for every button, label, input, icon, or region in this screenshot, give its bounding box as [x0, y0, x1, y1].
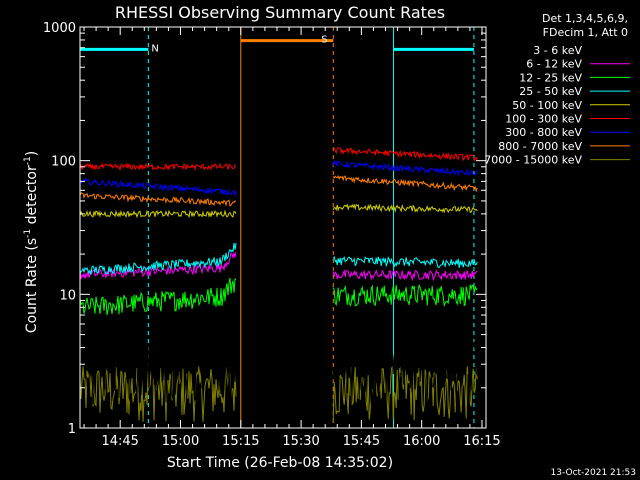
x-tick-label: 15:45 — [343, 434, 380, 449]
legend-label: 3 - 6 keV — [533, 44, 582, 57]
series-line — [332, 255, 478, 268]
y-tick-label: 100 — [51, 155, 76, 170]
legend-label: 100 - 300 keV — [505, 113, 582, 126]
legend: Det 1,3,4,5,6,9, FDecim 1, Att 0 3 - 6 k… — [484, 12, 630, 167]
series-line — [79, 192, 236, 207]
series-line — [79, 337, 237, 404]
series-line — [79, 242, 237, 275]
flag-label: N — [151, 43, 158, 54]
series-line — [332, 268, 478, 282]
legend-label: 12 - 25 keV — [519, 71, 582, 84]
y-axis-title-mid: detector — [24, 165, 40, 229]
flag-label: S — [321, 35, 327, 46]
legend-label: 25 - 50 keV — [519, 85, 582, 98]
legend-label: 300 - 800 keV — [505, 126, 582, 139]
y-axis-title-sup2: -1 — [23, 156, 33, 165]
series-line — [79, 209, 237, 219]
y-axis-title: Count Rate (s-1 detector-1) — [23, 151, 40, 333]
x-tick-label: 14:45 — [101, 434, 138, 449]
series-line — [332, 203, 478, 214]
series-line — [332, 159, 478, 177]
series-line — [79, 178, 237, 197]
x-tick-label: 15:30 — [282, 434, 319, 449]
legend-header-line1: Det 1,3,4,5,6,9, — [542, 12, 628, 25]
x-tick-label: 16:15 — [463, 434, 500, 449]
timestamp: 13-Oct-2021 21:53 — [551, 468, 636, 478]
legend-label: 50 - 100 keV — [512, 99, 582, 112]
y-axis-title-end: ) — [24, 151, 40, 156]
series-line — [79, 277, 237, 316]
plot-area: NS — [79, 27, 478, 428]
legend-label: 6 - 12 keV — [526, 58, 582, 71]
series-line — [332, 284, 478, 308]
series-line — [332, 147, 478, 162]
chart-title: RHESSI Observing Summary Count Rates — [115, 3, 445, 22]
y-tick-label: 1 — [68, 422, 76, 437]
x-axis-title: Start Time (26-Feb-08 14:35:02) — [167, 455, 393, 471]
series-line — [332, 174, 478, 193]
legend-header-line2: FDecim 1, Att 0 — [543, 26, 628, 39]
legend-label: 800 - 7000 keV — [498, 140, 582, 153]
y-axis-title-sup1: -1 — [23, 229, 33, 238]
x-tick-label: 16:00 — [403, 434, 440, 449]
series-line — [79, 252, 237, 280]
y-tick-label: 10 — [59, 288, 76, 303]
series-line — [79, 162, 237, 172]
y-tick-label: 1000 — [43, 21, 76, 36]
x-tick-label: 15:00 — [162, 434, 199, 449]
x-tick-label: 15:15 — [222, 434, 259, 449]
series-line — [332, 336, 478, 404]
y-axis-title-main: Count Rate (s — [24, 238, 40, 333]
legend-label: 7000 - 15000 keV — [484, 154, 582, 167]
x-axis-label: Start Time (26-Feb-08 14:35:02) — [167, 455, 393, 471]
plot-frame — [79, 26, 487, 429]
axes: 14:45 15:00 15:15 15:30 15:45 16:00 16:15 1 10 10… — [43, 21, 501, 449]
